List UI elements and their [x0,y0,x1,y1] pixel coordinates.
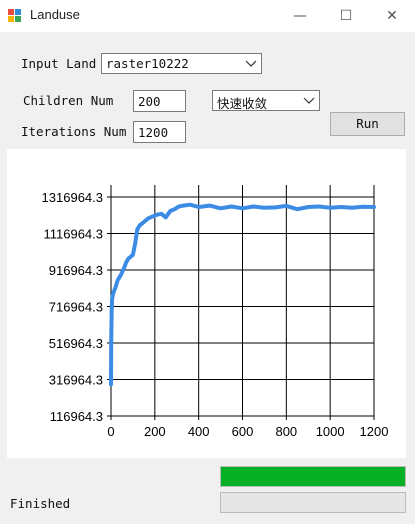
x-tick-label: 1000 [316,424,345,439]
series-point [252,205,255,208]
series-point [188,203,192,206]
series-point [164,216,167,219]
series-point [147,217,150,220]
status-text: Finished [10,496,71,511]
series-point [241,207,244,210]
title-bar: Landuse — ☐ ✕ [0,0,415,32]
series-point [274,206,277,209]
series-point [125,260,128,264]
mode-select[interactable]: 快速收敛 [212,90,320,111]
series-point [263,206,266,209]
run-button[interactable]: Run [330,112,405,136]
series-point [142,220,146,224]
series-point [119,273,123,277]
window-title: Landuse [30,7,80,22]
x-tick-label: 400 [188,424,210,439]
series-point [219,207,222,210]
y-tick-label: 316964.3 [49,373,103,388]
x-tick-label: 600 [232,424,254,439]
series-point [136,228,139,231]
chart-panel: 0 200 400 600 800 1000 1200 116964.3 316964.3 516… [7,149,406,458]
progress-bar-secondary [220,492,406,513]
series-point [110,297,114,300]
y-tick-label: 1316964.3 [42,190,103,205]
x-tick-label: 800 [275,424,297,439]
series-line [109,202,376,387]
series-point [114,286,117,289]
series-point [208,204,211,207]
series-point [339,205,343,209]
series-point [116,279,119,282]
series-point [168,209,172,213]
x-tick-label: 0 [107,424,114,439]
series-point [111,291,115,295]
series-point [361,205,365,208]
input-land-select[interactable]: raster10222 [101,53,262,74]
y-tick-label: 516964.3 [49,336,103,351]
children-num-label: Children Num [23,93,114,108]
mode-value: 快速收敛 [217,96,268,111]
series-point [318,205,321,208]
series-point [131,253,135,257]
close-button[interactable]: ✕ [386,8,398,24]
progress-bar-primary [220,466,406,487]
iterations-num-label: Iterations Num [21,124,127,139]
y-tick-label: 916964.3 [49,263,103,278]
series-point [328,206,332,209]
input-land-label: Input Land [21,56,97,71]
fitness-chart: 0 200 400 600 800 1000 1200 116964.3 316964.3 516… [42,185,389,439]
series-point [173,208,176,211]
series-point [350,206,354,209]
series-point [285,204,288,208]
y-tick-label: 116964.3 [50,409,103,424]
input-land-value: raster10222 [106,56,189,71]
series-point [122,266,126,269]
series-point [129,255,132,258]
series-point [197,205,200,209]
series-point [230,205,233,208]
series-point [127,257,130,260]
app-icon [8,9,22,23]
series-point [182,204,185,207]
chevron-down-icon [303,97,315,104]
x-tick-label: 1200 [360,424,389,439]
children-num-input[interactable] [133,90,186,112]
series-point [109,383,113,386]
series-point [177,205,181,208]
series-point [296,208,299,211]
series-point [307,205,310,209]
iterations-num-input[interactable] [133,121,186,143]
progress-fill-primary [221,467,405,486]
series-point [160,212,163,215]
y-tick-label: 1116964.3 [43,227,103,242]
series-point [155,213,159,216]
series-point [372,205,376,209]
chevron-down-icon [245,60,257,67]
series-point [138,224,141,227]
x-tick-label: 200 [144,424,166,439]
maximize-button[interactable]: ☐ [339,8,353,24]
series-point [133,242,137,246]
series-point [151,215,154,218]
minimize-button[interactable]: — [293,8,307,24]
series-point [110,308,113,311]
y-tick-label: 716964.3 [49,300,103,315]
series-point [110,341,113,344]
